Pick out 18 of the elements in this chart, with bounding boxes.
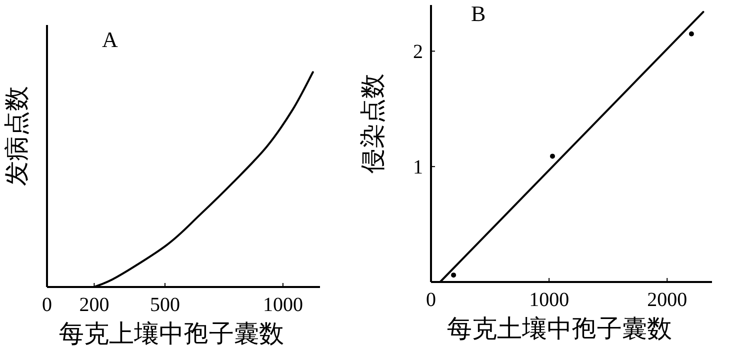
y-axis-title: 发病点数 [4,86,31,186]
x-tick-label: 1000 [262,294,303,316]
x-axis-title: 每克土壤中孢子囊数 [447,315,672,343]
chart-title: A [102,27,118,52]
point [451,272,456,278]
x-tick-label: 200 [79,294,110,316]
point [550,154,555,159]
y-tick-label: 2 [413,41,423,64]
x-tick-label: 0 [42,294,52,316]
chart-title: B [471,1,486,26]
y-tick-label: 1 [413,156,423,179]
x-tick-label: 0 [426,289,436,311]
x-tick-label: 500 [150,294,180,316]
x-tick-label: 2000 [647,289,688,311]
y-axis-title: 侵染点数 [359,74,387,174]
x-tick-label: 1000 [529,289,570,311]
point [688,31,694,36]
x-axis-title: 每克上壤中孢子囊数 [59,320,284,348]
